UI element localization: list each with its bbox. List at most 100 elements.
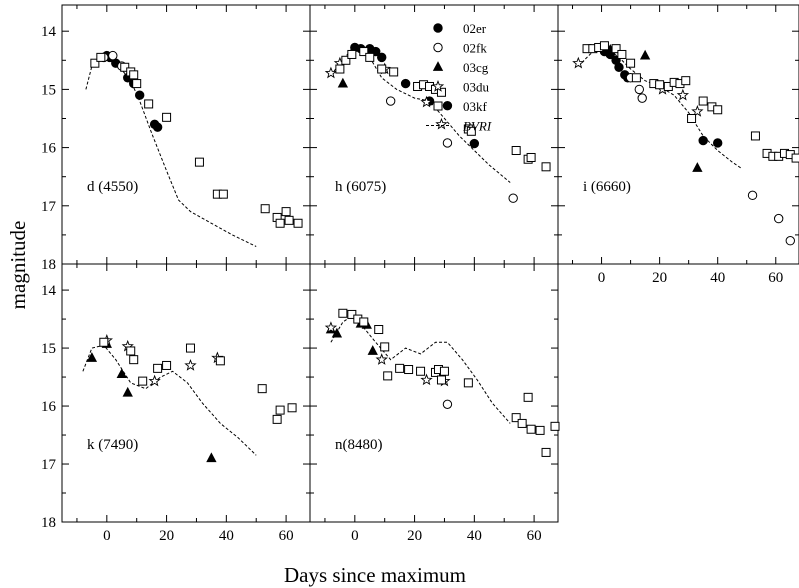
point-02fk [773, 213, 784, 224]
point-03kf [511, 413, 521, 423]
point-03du [420, 95, 433, 108]
point-03kf [439, 366, 449, 376]
point-03kf [535, 425, 545, 435]
point-02fk [637, 93, 647, 103]
point-03kf [275, 218, 285, 228]
legend-marker-02er [433, 23, 443, 33]
series-03cg [325, 317, 378, 355]
point-03kf [617, 49, 627, 59]
point-03kf [162, 112, 172, 122]
panel-label: d (4550) [87, 179, 138, 195]
point-02er [377, 52, 387, 63]
point-03kf [347, 309, 357, 319]
point-03kf [681, 76, 691, 86]
point-03kf [129, 355, 139, 365]
point-03kf [185, 343, 195, 353]
point-03du [324, 321, 338, 334]
panel-label: i (6660) [583, 179, 631, 195]
point-02fk [108, 50, 118, 61]
y-tick-label: 18 [41, 257, 56, 273]
point-03kf [138, 376, 148, 386]
point-03kf [523, 392, 533, 402]
point-03kf [365, 52, 375, 62]
point-03kf [511, 146, 521, 156]
point-03cg [86, 352, 98, 362]
point-02er [712, 138, 723, 148]
point-03kf [272, 414, 282, 424]
panel-label: h (6075) [335, 179, 386, 195]
point-03kf [335, 64, 345, 74]
legend-label: 02fk [463, 41, 487, 56]
y-tick-label: 18 [41, 515, 56, 531]
point-03kf [791, 153, 799, 163]
legend-label: 02er [463, 21, 487, 36]
x-tick-label: 20 [407, 528, 422, 544]
point-03du [572, 56, 585, 69]
point-03kf [383, 371, 393, 381]
x-tick-label: 60 [279, 528, 294, 544]
point-03cg [116, 368, 127, 379]
point-03kf [626, 58, 636, 68]
point-03kf [631, 73, 641, 83]
point-02fk [442, 138, 453, 148]
legend: 02er 02fk 03cg 03du 03kf BVRI [426, 21, 492, 134]
x-tick-label: 60 [768, 270, 783, 286]
point-03kf [377, 64, 387, 74]
panel-4: k (7490) [61, 263, 311, 523]
point-02fk [634, 84, 645, 95]
point-03du [420, 373, 433, 386]
point-02fk [385, 96, 396, 106]
point-03kf [218, 189, 228, 199]
point-02er [698, 135, 708, 146]
point-03cg [692, 162, 703, 172]
shared-axes: 14 15 16 17 14 15 16 17 18 18 0 20 40 60 0 20 40 60 0 20 40 6… [41, 21, 783, 544]
point-03kf [750, 131, 760, 141]
point-03cg [367, 345, 378, 355]
point-03kf [389, 67, 399, 77]
point-03kf [655, 80, 665, 90]
series-03kf [338, 308, 560, 457]
panel-frame [61, 263, 311, 523]
point-03kf [380, 342, 390, 352]
point-03cg [337, 77, 349, 88]
point-02er [469, 138, 480, 149]
point-03kf [347, 49, 357, 59]
point-03kf [713, 105, 723, 115]
point-03kf [144, 99, 154, 109]
legend-marker-03du [431, 80, 445, 92]
point-03kf [257, 384, 267, 394]
point-03kf [284, 215, 294, 225]
panel-5: n(8480) [309, 263, 560, 523]
point-03kf [126, 346, 136, 356]
point-03du [375, 353, 388, 365]
series-03kf [335, 47, 551, 172]
x-tick-label: 20 [159, 528, 174, 544]
y-tick-label: 17 [41, 457, 57, 473]
point-03kf [404, 365, 414, 375]
panel-1: d (4550) [61, 4, 311, 265]
point-03kf [90, 58, 100, 68]
point-03kf [687, 113, 697, 123]
legend-label: BVRI [463, 119, 492, 134]
point-03cg [206, 452, 217, 463]
bvri-curve [85, 56, 257, 247]
point-03kf [416, 366, 426, 376]
legend-marker-03cg [432, 61, 444, 71]
y-tick-label: 16 [41, 399, 57, 415]
point-03kf [550, 421, 560, 431]
point-03kf [99, 337, 109, 347]
y-tick-label: 16 [41, 141, 57, 157]
legend-label: 03du [463, 80, 490, 95]
x-tick-label: 60 [527, 528, 542, 544]
point-03kf [599, 41, 609, 51]
point-03kf [215, 356, 225, 366]
y-tick-label: 17 [41, 199, 57, 215]
point-03kf [275, 405, 285, 415]
series-02fk [385, 96, 518, 203]
series-02fk [625, 73, 795, 246]
x-tick-label: 20 [652, 270, 667, 286]
point-03kf [281, 207, 291, 217]
series-03cg [337, 77, 349, 88]
x-tick-label: 40 [219, 528, 234, 544]
point-02fk [785, 236, 795, 246]
